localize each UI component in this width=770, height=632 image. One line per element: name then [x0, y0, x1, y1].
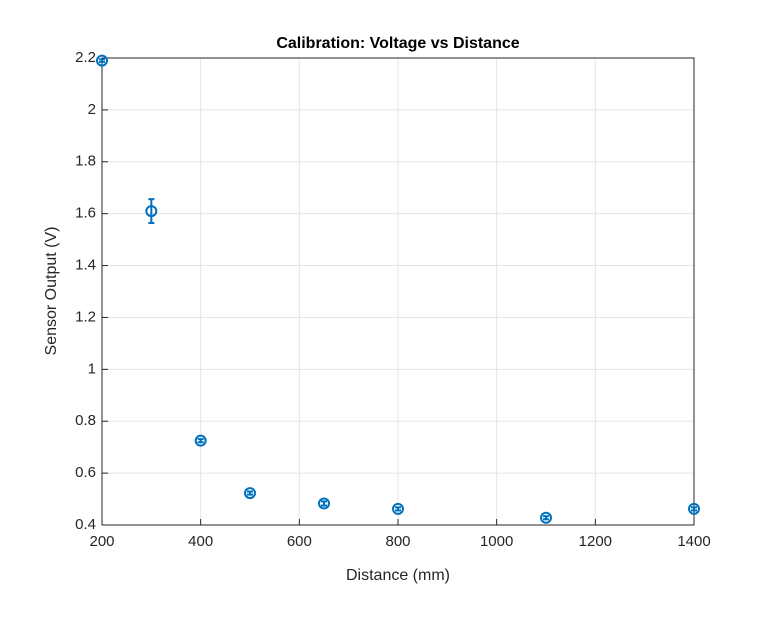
data-point — [392, 502, 404, 515]
error-bar — [247, 490, 253, 496]
error-bar — [691, 506, 697, 512]
y-axis-label: Sensor Output (V) — [43, 227, 60, 356]
y-tick-label: 2.2 — [75, 49, 96, 66]
y-tick-label: 0.6 — [75, 464, 96, 481]
y-tick-label: 2 — [88, 101, 96, 118]
data-point — [244, 487, 256, 500]
data-point — [96, 54, 108, 67]
x-tick-label: 600 — [287, 533, 312, 550]
error-bar — [148, 198, 155, 225]
y-tick-label: 0.8 — [75, 412, 96, 429]
y-tick-label: 1.2 — [75, 308, 96, 325]
x-tick-label: 200 — [89, 533, 114, 550]
y-tick-label: 1.8 — [75, 153, 96, 170]
data-point — [194, 434, 207, 447]
y-tick-label: 0.4 — [75, 516, 96, 533]
error-bar — [543, 515, 549, 521]
y-tick-label: 1 — [88, 360, 96, 377]
data-point — [318, 497, 330, 510]
y-tick-label: 1.4 — [75, 257, 96, 274]
chart-title: Calibration: Voltage vs Distance — [276, 35, 519, 52]
error-bar — [321, 500, 327, 507]
error-bar — [197, 438, 204, 444]
data-point — [688, 502, 700, 515]
x-tick-label: 1200 — [579, 533, 612, 550]
x-tick-label: 800 — [385, 533, 410, 550]
x-tick-label: 1000 — [480, 533, 513, 550]
x-axis-label: Distance (mm) — [346, 567, 450, 584]
data-point — [540, 511, 552, 524]
y-tick-label: 1.6 — [75, 205, 96, 222]
error-bar — [395, 506, 401, 512]
x-tick-label: 1400 — [677, 533, 710, 550]
x-tick-label: 400 — [188, 533, 213, 550]
error-bar — [99, 58, 105, 63]
data-point — [145, 205, 158, 218]
